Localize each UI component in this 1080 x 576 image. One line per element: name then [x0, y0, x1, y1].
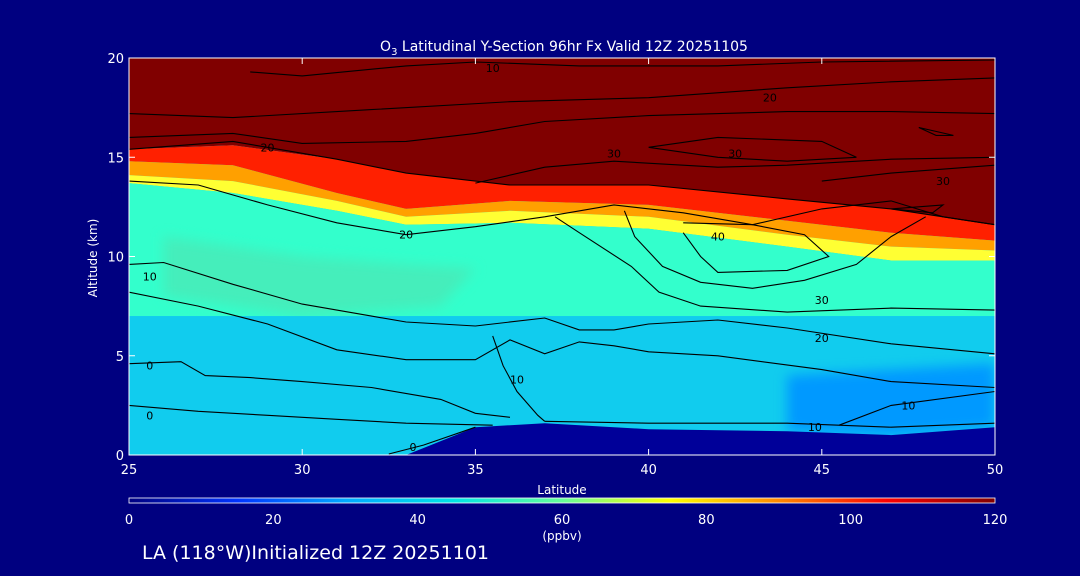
field-transition-orange — [129, 161, 995, 251]
contour-label: 0 — [410, 441, 417, 454]
colorbar-ticks: 0 20 40 60 80 100 120 — [125, 513, 1008, 528]
field-surface-clean — [787, 363, 995, 436]
colorbar-outline — [128, 497, 996, 504]
colorbar-tick-label: 80 — [698, 513, 715, 528]
contour-label: 30 — [936, 175, 950, 188]
contour-line-30 — [821, 164, 995, 182]
contour-label: 10 — [486, 62, 500, 75]
contour-label: 30 — [815, 294, 829, 307]
chart-title: O3 Latitudinal Y-Section 96hr Fx Valid 1… — [380, 39, 748, 58]
title-species: O — [380, 39, 391, 55]
contour-label: 10 — [510, 374, 524, 387]
x-tick-label: 30 — [294, 463, 311, 478]
contour-line-20 — [129, 77, 995, 119]
colorbar-tick-label: 100 — [838, 513, 863, 528]
y-tick-label: 15 — [107, 151, 124, 166]
contour-line-0 — [129, 291, 995, 389]
y-axis-label: Altitude (km) — [86, 219, 100, 298]
contour-label: 10 — [808, 421, 822, 434]
concentration-field — [129, 58, 995, 455]
contour-line-10 — [492, 335, 546, 422]
title-subscript: 3 — [391, 47, 397, 58]
y-tick-label: 10 — [107, 251, 124, 266]
colorbar-tick-label: 40 — [409, 513, 426, 528]
contour-line-30 — [918, 126, 954, 136]
x-tick-label: 25 — [121, 463, 138, 478]
x-axis: 25 30 35 40 45 50 — [121, 58, 1004, 478]
contour-line-20 — [554, 216, 995, 313]
contour-label: 40 — [711, 231, 725, 244]
colorbar: 0 20 40 60 80 100 120 (ppbv) — [125, 497, 1008, 543]
colorbar-unit-label: (ppbv) — [542, 529, 581, 543]
x-tick-label: 45 — [814, 463, 831, 478]
field-stratosphere — [129, 58, 995, 225]
field-transition-yellow — [129, 175, 995, 261]
contour-line-10 — [250, 59, 995, 77]
contour-label: 30 — [607, 147, 621, 160]
y-tick-label: 0 — [116, 449, 124, 464]
contour-line-30 — [623, 210, 926, 289]
contour-line-20 — [129, 180, 995, 236]
contour-line-0 — [129, 404, 493, 426]
contour-line-40 — [682, 222, 830, 273]
x-axis-label: Latitude — [537, 483, 586, 497]
contour-line-20 — [129, 111, 995, 144]
colorbar-gradient — [129, 498, 995, 503]
contour-line-30 — [648, 136, 857, 162]
y-tick-label: 20 — [107, 52, 124, 67]
contour-line-30 — [129, 140, 995, 226]
colorbar-tick-label: 20 — [265, 513, 282, 528]
y-axis: 0 5 10 15 20 — [107, 52, 995, 464]
contour-line-0 — [129, 361, 511, 418]
footer-init-info: LA (118°W)Initialized 12Z 20251101 — [142, 542, 489, 564]
contour-line-0 — [388, 426, 476, 455]
contour-label: 0 — [146, 409, 153, 422]
y-tick-label: 5 — [116, 350, 124, 365]
colorbar-tick-label: 60 — [554, 513, 571, 528]
colorbar-tick-label: 120 — [983, 513, 1008, 528]
x-tick-label: 40 — [640, 463, 657, 478]
field-transition-red — [129, 145, 995, 241]
contour-label: 10 — [901, 399, 915, 412]
contour-line-10 — [544, 420, 995, 428]
contour-line-30 — [891, 204, 945, 214]
title-rest: Latitudinal Y-Section 96hr Fx Valid 12Z … — [397, 39, 748, 55]
x-tick-label: 35 — [467, 463, 484, 478]
contour-line-10 — [838, 390, 995, 426]
contour-label: 0 — [146, 360, 153, 373]
contour-label: 20 — [763, 92, 777, 105]
contour-label: 20 — [815, 332, 829, 345]
contour-label: 30 — [728, 147, 742, 160]
field-mid-troposphere — [163, 236, 476, 317]
contour-label: 10 — [143, 270, 157, 283]
field-terrain — [406, 423, 995, 455]
contour-label: 20 — [399, 229, 413, 242]
contour-line-10 — [129, 261, 995, 355]
contour-line-30 — [475, 156, 995, 184]
x-tick-label: 50 — [987, 463, 1004, 478]
colorbar-tick-label: 0 — [125, 513, 133, 528]
